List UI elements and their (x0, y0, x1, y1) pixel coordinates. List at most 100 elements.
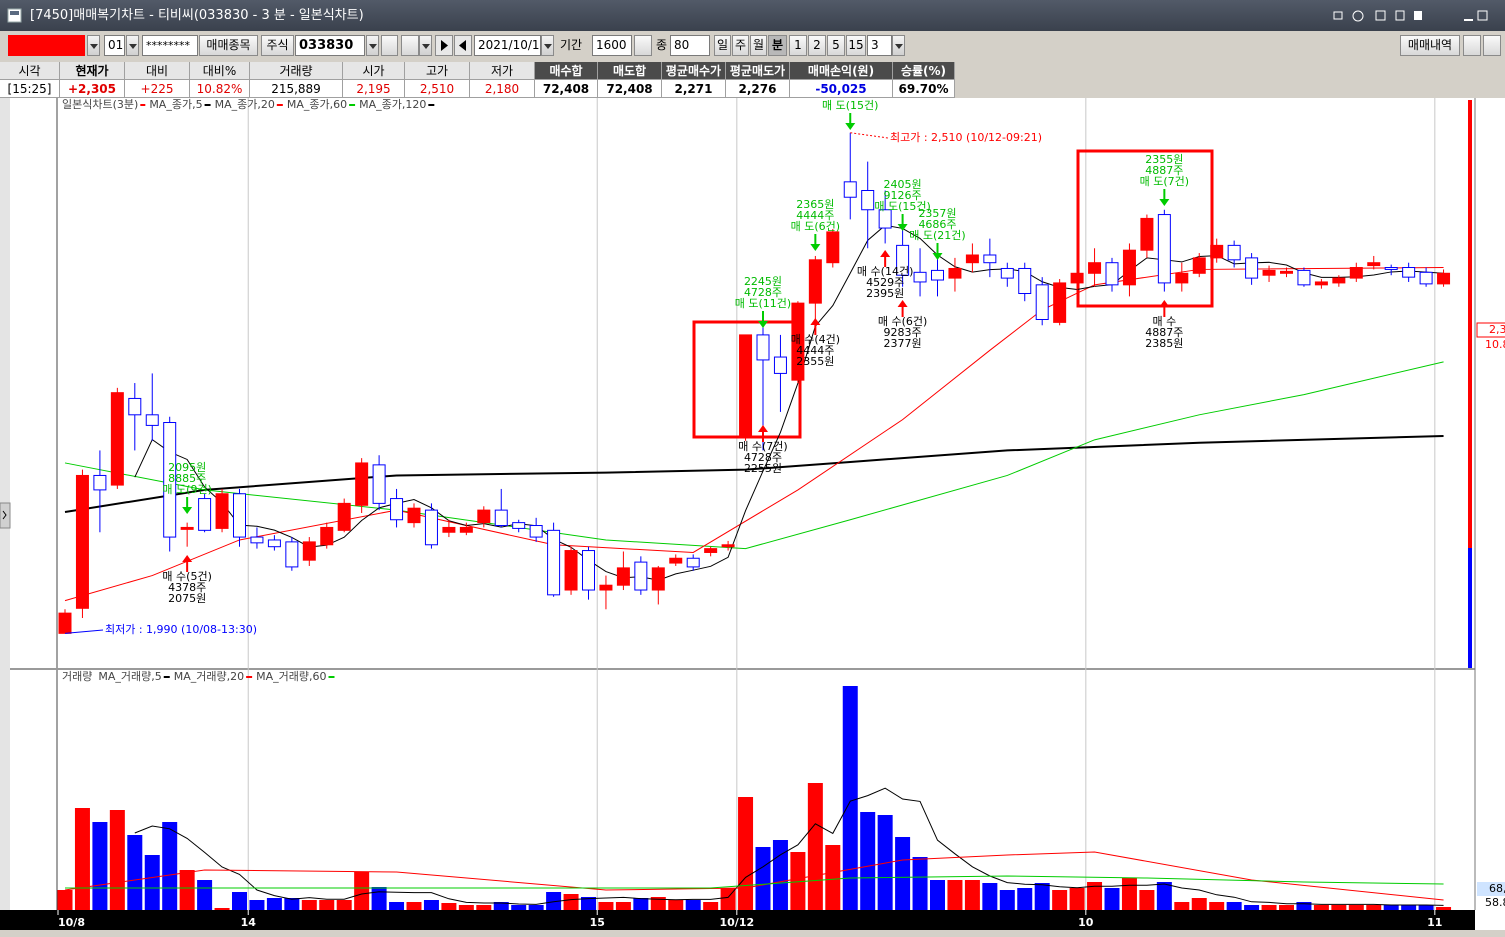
quote-value: +2,305 (60, 80, 125, 98)
candle-body (582, 550, 595, 591)
trade-label: 매 도(21건) (909, 229, 965, 242)
stock-button[interactable]: 매매종목 (199, 35, 258, 56)
volume-bar (1261, 905, 1277, 910)
volume-bar (668, 900, 684, 910)
volume-bar (232, 892, 247, 910)
dropdown[interactable] (419, 35, 432, 56)
dropdown[interactable] (126, 35, 139, 56)
candle-body (1122, 249, 1136, 286)
quote-header: 평균매수가 (662, 62, 726, 80)
trade-label: 매 수(4건) (791, 333, 840, 346)
volume-bar (1313, 905, 1329, 910)
candle-body (407, 507, 421, 524)
window-controls[interactable] (1330, 8, 1500, 24)
dropdown[interactable] (87, 35, 100, 56)
ma-line (64, 361, 1444, 550)
interval-button[interactable]: 월 (750, 35, 767, 56)
count-input[interactable]: 80 (670, 35, 710, 56)
volume-bar (1279, 905, 1294, 910)
quote-header: 대비% (190, 62, 250, 80)
print-button[interactable] (1463, 35, 1481, 56)
account-suffix[interactable]: 01 (104, 35, 125, 56)
dropdown[interactable] (892, 35, 905, 56)
trade-label: 매 도(15건) (874, 200, 930, 213)
volume-bar (563, 894, 579, 910)
quote-header: 매수합 (535, 62, 598, 80)
interval-input[interactable]: 3 (867, 35, 892, 56)
volume-bar (947, 880, 963, 910)
trade-label: 매 도(6건) (791, 220, 840, 233)
period-input[interactable]: 1600 (592, 35, 632, 56)
trade-label: 2377원 (884, 337, 922, 350)
candle-body (180, 526, 194, 530)
volume-bar (1104, 888, 1120, 910)
low-leader (64, 629, 104, 634)
x-tick-label: 15 (590, 916, 605, 929)
volume-bar (703, 902, 719, 910)
interval-button[interactable]: 분 (768, 35, 787, 56)
highlight-box (1076, 149, 1214, 308)
sell-arrow-head (182, 507, 193, 514)
candle-body (1437, 272, 1451, 285)
password[interactable]: ******** (142, 35, 198, 56)
app-icon (7, 8, 22, 23)
current-rate-label: 10.82% (1485, 338, 1505, 351)
date-input[interactable]: 2021/10/12 (474, 35, 541, 56)
nav-buttons[interactable] (435, 35, 473, 56)
interval-button[interactable]: 2 (808, 35, 826, 56)
quote-header: 시각 (0, 62, 60, 80)
interval-button[interactable]: 15 (846, 35, 866, 56)
interval-button[interactable]: 1 (789, 35, 807, 56)
redacted-account[interactable] (8, 35, 85, 56)
volume-bar (127, 835, 143, 910)
candle-body (285, 541, 299, 568)
quote-value: [15:25] (0, 80, 60, 98)
save-button[interactable] (1483, 35, 1501, 56)
buy-arrow-head (182, 555, 193, 562)
volume-bar (650, 897, 666, 910)
candle-body (1349, 267, 1363, 279)
interval-button[interactable]: 5 (827, 35, 845, 56)
x-tick-label: 10/8 (58, 916, 85, 929)
trade-label: 2245원 (744, 275, 782, 288)
volume-bar (842, 686, 858, 910)
sell-arrow-head (932, 253, 943, 260)
candle-body (913, 271, 927, 283)
candle-body (1140, 217, 1154, 251)
volume-label: 68, (1489, 882, 1505, 895)
interval-button[interactable]: 주 (732, 35, 749, 56)
volume-bar (1174, 902, 1190, 910)
candle-body (773, 356, 787, 374)
buy-arrow-head (1159, 300, 1170, 307)
candle-body (75, 474, 89, 609)
volume-bar (1383, 905, 1399, 910)
ma-line (134, 224, 1444, 581)
quote-header: 평균매도가 (726, 62, 790, 80)
candle-body (1332, 277, 1346, 284)
volume-bar (1209, 902, 1225, 910)
volume-bar (1296, 902, 1312, 910)
candle-body (215, 493, 229, 529)
volume-bar (1069, 888, 1085, 910)
history-button[interactable]: 매매내역 (1400, 35, 1460, 56)
volume-bar (964, 880, 980, 910)
dropdown[interactable] (541, 35, 554, 56)
quote-table: 시각 [15:25] 현재가 +2,305 대비 +225 대비% 10.82% 거래량 215,… (0, 62, 955, 98)
window-title: [7450]매매복기차트 - 티비씨(033830 - 3 분 - 일본식차트) (30, 8, 364, 23)
candle-body (1280, 270, 1293, 274)
buy-arrow-head (880, 250, 891, 257)
search-button[interactable] (381, 35, 398, 56)
candle-body (843, 181, 857, 198)
candle-body (58, 612, 72, 634)
market-select[interactable]: 주식 (261, 35, 294, 56)
volume-bar (406, 902, 422, 910)
expand-button[interactable] (0, 502, 11, 529)
stock-code[interactable]: 033830 (295, 35, 365, 56)
volume-bar (284, 898, 300, 910)
dropdown[interactable] (366, 35, 379, 56)
stepper[interactable] (634, 35, 652, 56)
volume-bar (1156, 882, 1172, 910)
sort-button[interactable] (401, 35, 419, 56)
interval-button[interactable]: 일 (714, 35, 731, 56)
